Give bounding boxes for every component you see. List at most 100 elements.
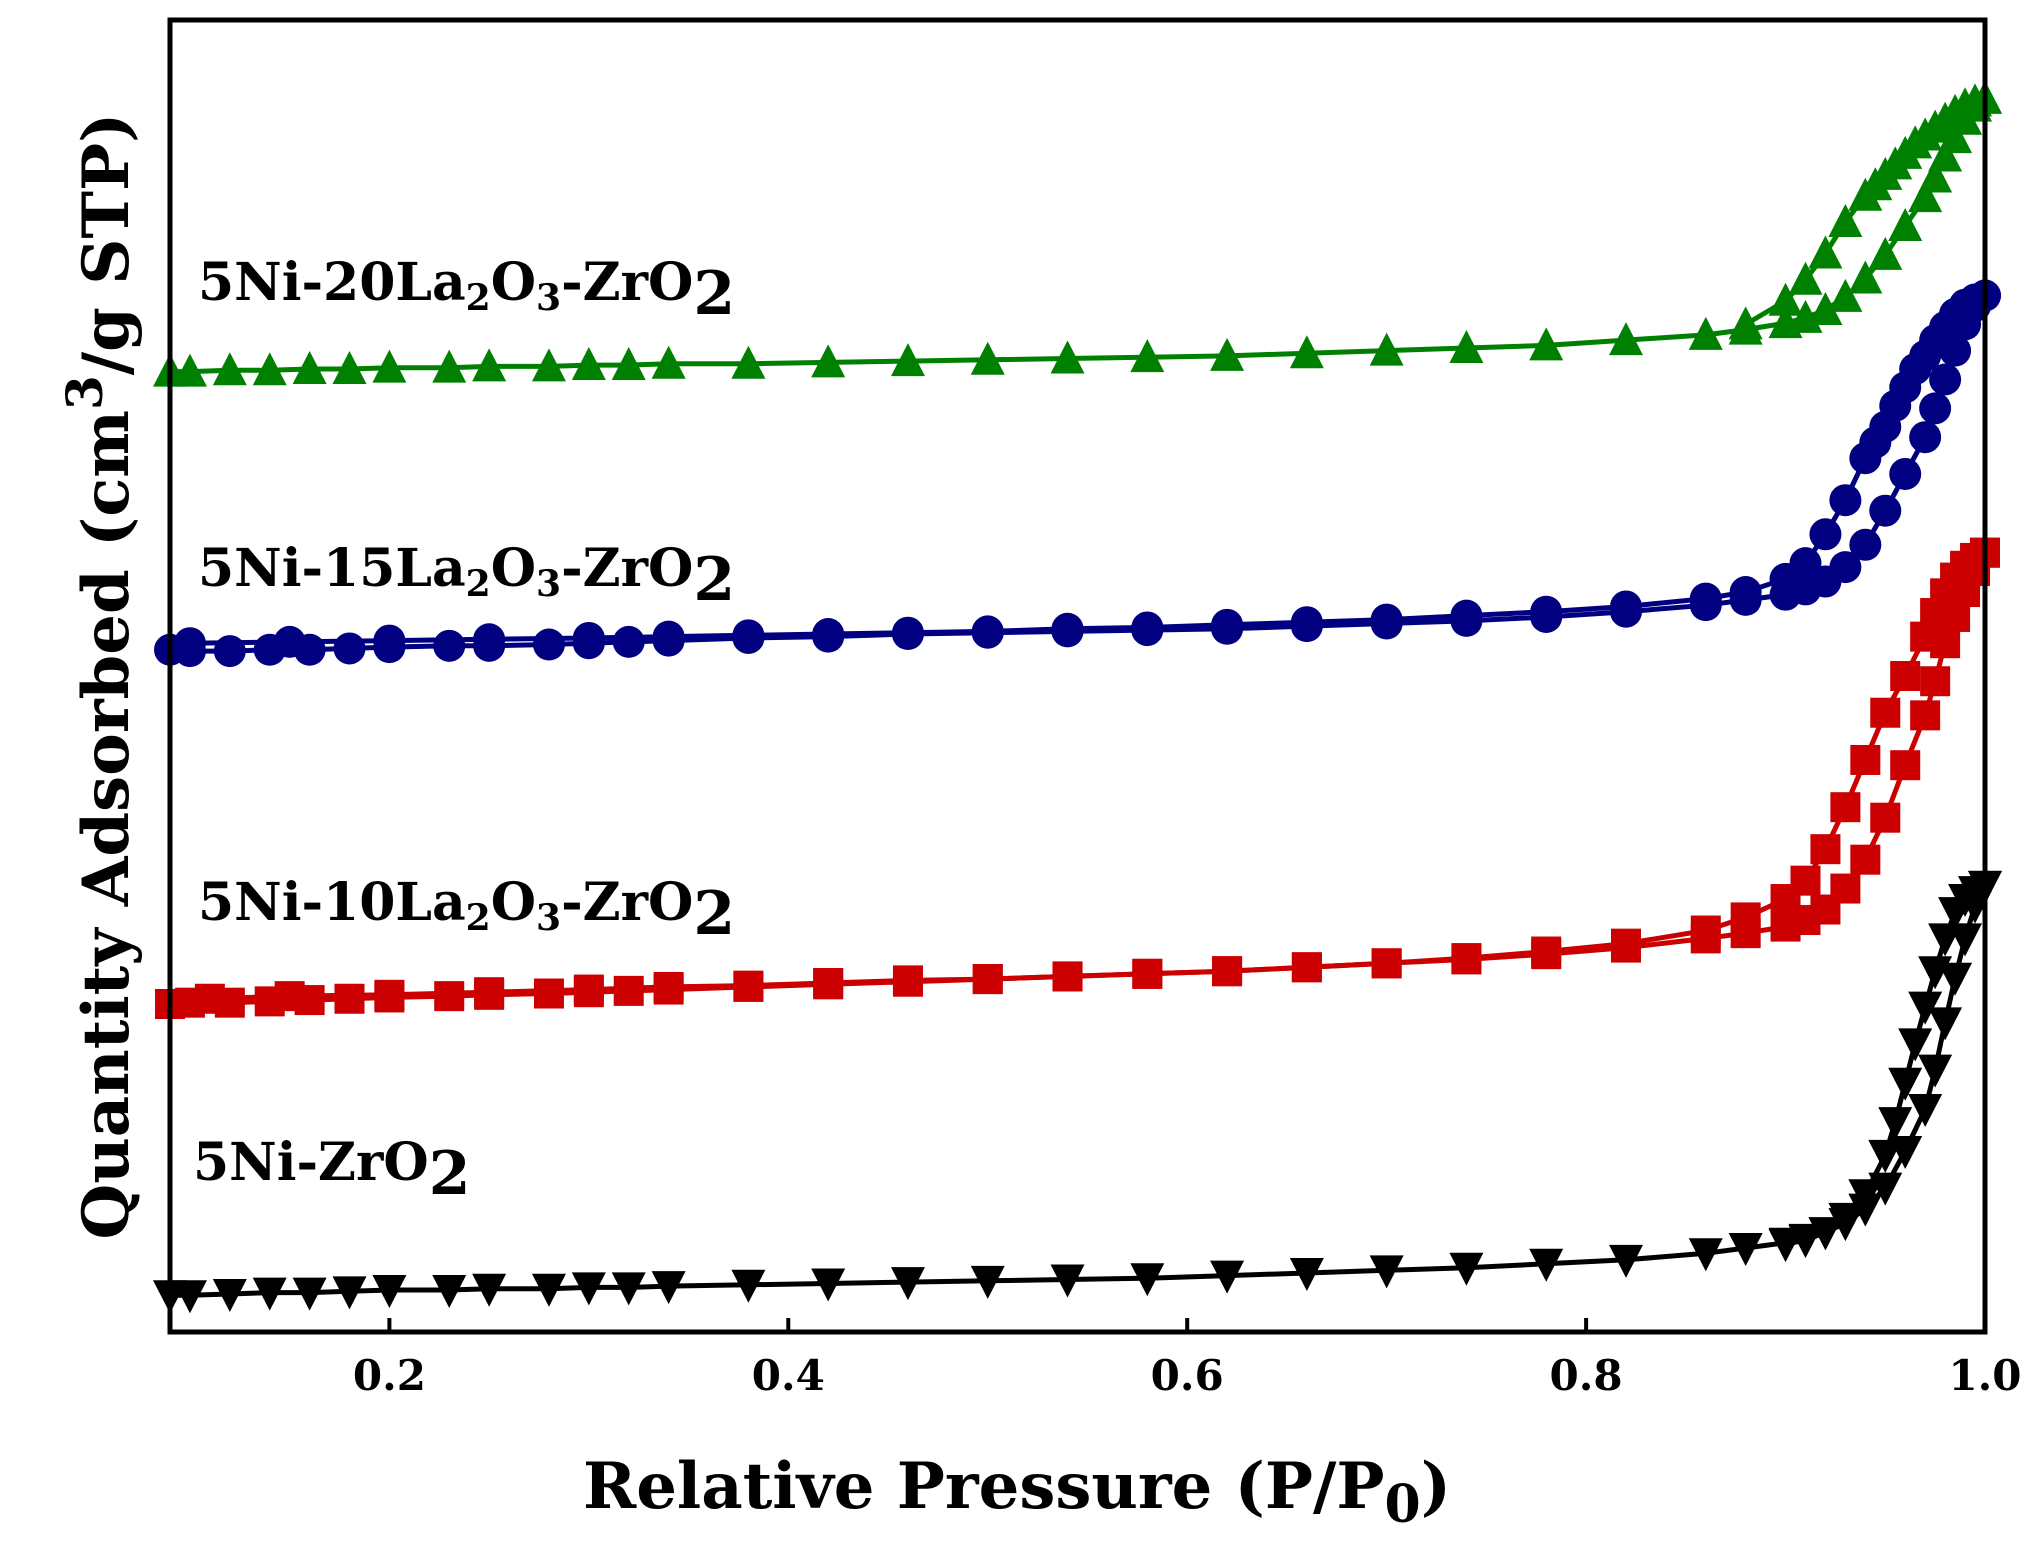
- series-3: [153, 80, 2002, 387]
- desorption-point: [1808, 235, 1843, 269]
- adsorption-point: [1938, 120, 1973, 154]
- desorption-point: [732, 619, 765, 652]
- desorption-point: [891, 616, 924, 649]
- desorption-point: [572, 621, 605, 654]
- series-layer: [153, 80, 2002, 1314]
- adsorption-point: [432, 349, 467, 383]
- adsorption-point: [1920, 666, 1951, 697]
- desorption-point: [1898, 1028, 1933, 1062]
- adsorption-point: [1889, 457, 1922, 490]
- label-5ni-15la2o3-zro2: 5Ni-15La2O3-ZrO2: [198, 538, 735, 615]
- desorption-point: [1938, 897, 1973, 931]
- desorption-point: [1132, 958, 1163, 989]
- adsorption-point: [970, 341, 1005, 375]
- desorption-point: [1888, 1067, 1923, 1101]
- desorption-point: [733, 970, 764, 1001]
- adsorption-point: [1529, 327, 1564, 361]
- desorption-point: [1830, 792, 1861, 823]
- desorption-point: [812, 618, 845, 651]
- desorption-point: [1769, 562, 1802, 595]
- desorption-point: [1848, 1179, 1883, 1213]
- adsorption-point: [1828, 278, 1863, 312]
- adsorption-point: [651, 345, 686, 379]
- adsorption-point: [1130, 1263, 1165, 1297]
- adsorption-point: [334, 983, 365, 1014]
- adsorption-point: [332, 1276, 367, 1310]
- desorption-point: [1890, 661, 1921, 691]
- desorption-point: [1212, 956, 1243, 987]
- desorption-point: [1689, 582, 1722, 615]
- desorption-point: [652, 620, 685, 653]
- desorption-point: [1910, 621, 1941, 652]
- adsorption-point: [1830, 873, 1861, 904]
- desorption-point: [573, 974, 604, 1005]
- x-tick-label: 0.2: [353, 1351, 426, 1400]
- x-tick-label: 1.0: [1948, 1351, 2021, 1400]
- y-axis-title-main: Quantity Adsorbed (cm: [69, 410, 144, 1240]
- desorption-point: [1730, 902, 1761, 933]
- adsorption-point: [1050, 1264, 1085, 1298]
- adsorption-point: [1888, 207, 1923, 241]
- x-tick-label: 0.8: [1550, 1351, 1623, 1400]
- adsorption-point: [1608, 1244, 1643, 1278]
- adsorption-point: [890, 1267, 925, 1301]
- label-5ni-20la2o3-zro2: 5Ni-20La2O3-ZrO2: [198, 252, 735, 329]
- series-0: [153, 870, 2002, 1314]
- adsorption-point: [1918, 1054, 1953, 1088]
- adsorption-point: [1928, 1007, 1963, 1041]
- series-1: [155, 537, 2000, 1019]
- desorption-point: [1849, 442, 1882, 475]
- adsorption-point: [811, 1268, 846, 1302]
- desorption-point: [1052, 961, 1083, 992]
- adsorption-point: [252, 1277, 287, 1311]
- desorption-point: [1371, 948, 1402, 979]
- desorption-point: [274, 981, 305, 1012]
- adsorption-point: [434, 981, 465, 1012]
- desorption-point: [1868, 1139, 1903, 1173]
- adsorption-point: [1608, 322, 1643, 356]
- x-axis-title-close: ): [1421, 1449, 1451, 1524]
- adsorption-point: [472, 348, 507, 382]
- desorption-point: [1788, 261, 1823, 295]
- adsorption-point: [613, 975, 644, 1006]
- adsorption-point: [213, 635, 246, 668]
- adsorption-point: [332, 350, 367, 384]
- adsorption-point: [433, 629, 466, 662]
- desorption-point: [1131, 611, 1164, 644]
- adsorption-point: [611, 1272, 646, 1306]
- adsorption-point: [1210, 1260, 1245, 1294]
- adsorption-point: [1910, 700, 1941, 731]
- adsorption-point: [731, 345, 766, 379]
- adsorption-point: [731, 1269, 766, 1303]
- y-axis-title-tail: /g STP): [69, 113, 144, 376]
- adsorption-point: [651, 1271, 686, 1305]
- adsorption-point: [1728, 1233, 1763, 1267]
- adsorption-point: [1808, 291, 1843, 325]
- adsorption-point: [1869, 494, 1902, 527]
- desorption-point: [1828, 1202, 1863, 1236]
- adsorption-point: [1909, 421, 1942, 454]
- adsorption-point: [611, 347, 646, 381]
- desorption-point: [1878, 1107, 1913, 1141]
- plot-frame: [167, 17, 1988, 1335]
- adsorption-point: [1929, 363, 1962, 396]
- adsorption-point: [372, 349, 407, 383]
- adsorption-point: [1908, 1093, 1943, 1127]
- desorption-point: [1809, 518, 1842, 551]
- desorption-point: [1870, 697, 1901, 728]
- adsorption-point: [1289, 335, 1324, 369]
- desorption-point: [1290, 606, 1323, 639]
- adsorption-point: [1868, 236, 1903, 270]
- desorption-point: [373, 624, 406, 657]
- desorption-point: [273, 625, 306, 658]
- desorption-point: [1848, 177, 1883, 211]
- desorption-point: [173, 627, 206, 660]
- adsorption-point: [531, 1273, 566, 1307]
- adsorption-point: [1130, 339, 1165, 373]
- x-ticks: 0.2 0.4 0.6 0.8 1.0: [353, 1318, 2022, 1400]
- desorption-point: [1728, 306, 1763, 340]
- desorption-point: [473, 623, 506, 656]
- adsorption-point: [970, 1265, 1005, 1299]
- x-axis-title: Relative Pressure (P/P0): [583, 1449, 1451, 1535]
- desorption-point: [1908, 991, 1943, 1025]
